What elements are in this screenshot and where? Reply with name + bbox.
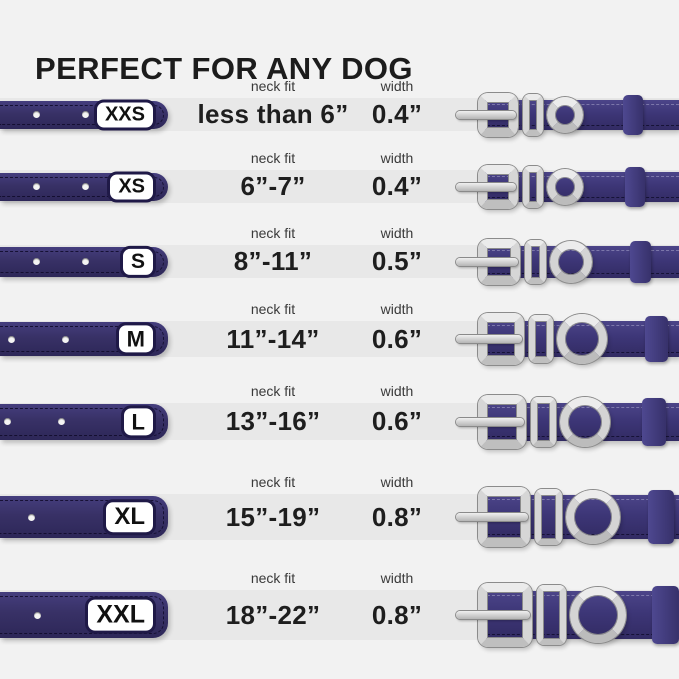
d-ring-icon xyxy=(547,168,583,205)
width-value: 0.8” xyxy=(371,501,423,532)
width-column-label: width xyxy=(380,78,414,94)
metal-keeper-icon xyxy=(523,165,543,208)
collar-hole-icon xyxy=(82,111,89,118)
neck-fit-value: 11”-14” xyxy=(226,323,320,354)
neck-fit-column-label: neck fit xyxy=(250,383,296,399)
buckle-prong-icon xyxy=(456,417,524,426)
leather-keeper-strap xyxy=(642,397,666,446)
d-ring-icon xyxy=(560,396,610,447)
width-value: 0.5” xyxy=(371,246,423,276)
width-value: 0.6” xyxy=(371,406,423,436)
size-badge: L xyxy=(120,404,156,439)
neck-fit-value: 15”-19” xyxy=(225,501,321,532)
collar-hole-icon xyxy=(33,183,40,190)
size-badge: M xyxy=(115,322,156,356)
size-row-xxs: neck fit width less than 6” 0.4” XXS xyxy=(0,78,679,137)
metal-keeper-icon xyxy=(537,585,566,645)
d-ring-icon xyxy=(570,587,626,643)
collar-strap-image: L xyxy=(0,403,168,440)
width-value: 0.4” xyxy=(371,99,423,129)
collar-hole-icon xyxy=(4,418,11,425)
neck-fit-value: 6”-7” xyxy=(240,171,306,201)
collar-buckle-image xyxy=(420,313,679,365)
d-ring-icon xyxy=(547,96,583,133)
metal-keeper-icon xyxy=(523,93,543,136)
metal-keeper-icon xyxy=(529,315,553,363)
width-column-label: width xyxy=(380,570,414,586)
neck-fit-column-label: neck fit xyxy=(250,474,296,490)
collar-hole-icon xyxy=(58,418,65,425)
size-badge: XS xyxy=(107,171,156,202)
collar-strap-image: S xyxy=(0,245,168,278)
size-badge: XL xyxy=(103,499,156,535)
collar-hole-icon xyxy=(82,258,89,265)
size-badge: S xyxy=(119,245,156,278)
neck-fit-value: less than 6” xyxy=(197,99,349,129)
size-badge: XXS xyxy=(93,99,156,130)
size-row-xs: neck fit width 6”-7” 0.4” XS xyxy=(0,150,679,209)
buckle-prong-icon xyxy=(456,182,516,191)
collar-buckle-image xyxy=(420,394,679,449)
collar-buckle-image xyxy=(420,164,679,209)
size-row-xxl: neck fit width 18”-22” 0.8” XXL xyxy=(0,570,679,647)
width-value: 0.8” xyxy=(371,599,423,630)
d-ring-icon xyxy=(557,314,607,364)
leather-keeper-strap xyxy=(623,94,643,135)
leather-keeper-strap xyxy=(652,586,679,644)
width-column-label: width xyxy=(380,150,414,166)
leather-keeper-strap xyxy=(630,240,651,283)
collar-strap-image: XS xyxy=(0,171,168,202)
size-row-xl: neck fit width 15”-19” 0.8” XL xyxy=(0,474,679,547)
width-column-label: width xyxy=(380,301,414,317)
size-row-m: neck fit width 11”-14” 0.6” M xyxy=(0,301,679,365)
collar-hole-icon xyxy=(33,111,40,118)
metal-keeper-icon xyxy=(531,396,556,447)
buckle-prong-icon xyxy=(456,257,518,266)
buckle-prong-icon xyxy=(456,110,516,119)
collar-hole-icon xyxy=(62,335,69,343)
width-column-label: width xyxy=(380,474,414,490)
collar-hole-icon xyxy=(28,513,35,521)
collar-buckle-image xyxy=(420,92,679,137)
collar-hole-icon xyxy=(34,611,41,619)
collar-buckle-image xyxy=(420,583,679,647)
neck-fit-column-label: neck fit xyxy=(250,570,296,586)
collar-buckle-image xyxy=(420,487,679,547)
size-row-l: neck fit width 13”-16” 0.6” L xyxy=(0,383,679,449)
d-ring-icon xyxy=(550,240,592,283)
neck-fit-column-label: neck fit xyxy=(250,150,296,166)
neck-fit-value: 18”-22” xyxy=(225,599,321,630)
width-value: 0.6” xyxy=(371,323,423,354)
collar-hole-icon xyxy=(33,258,40,265)
collar-hole-icon xyxy=(82,183,89,190)
neck-fit-value: 13”-16” xyxy=(225,406,321,436)
leather-keeper-strap xyxy=(625,166,645,207)
neck-fit-column-label: neck fit xyxy=(250,301,296,317)
collar-strap-image: XL xyxy=(0,496,168,538)
width-value: 0.4” xyxy=(371,171,423,201)
d-ring-icon xyxy=(566,490,620,544)
buckle-prong-icon xyxy=(456,513,528,521)
collar-strap-image: M xyxy=(0,322,168,356)
leather-keeper-strap xyxy=(645,316,668,362)
collar-strap-image: XXL xyxy=(0,592,168,638)
metal-keeper-icon xyxy=(525,239,546,284)
size-badge: XXL xyxy=(85,596,156,634)
collar-strap-image: XXS xyxy=(0,99,168,130)
collar-hole-icon xyxy=(8,335,15,343)
neck-fit-value: 8”-11” xyxy=(233,246,313,276)
width-column-label: width xyxy=(380,383,414,399)
size-row-s: neck fit width 8”-11” 0.5” S xyxy=(0,225,679,285)
buckle-prong-icon xyxy=(456,335,522,343)
buckle-prong-icon xyxy=(456,611,530,619)
page-title: PERFECT FOR ANY DOG xyxy=(35,50,413,86)
neck-fit-column-label: neck fit xyxy=(250,225,296,241)
metal-keeper-icon xyxy=(535,489,562,545)
neck-fit-column-label: neck fit xyxy=(250,78,296,94)
width-column-label: width xyxy=(380,225,414,241)
collar-buckle-image xyxy=(420,238,679,285)
leather-keeper-strap xyxy=(648,490,674,544)
